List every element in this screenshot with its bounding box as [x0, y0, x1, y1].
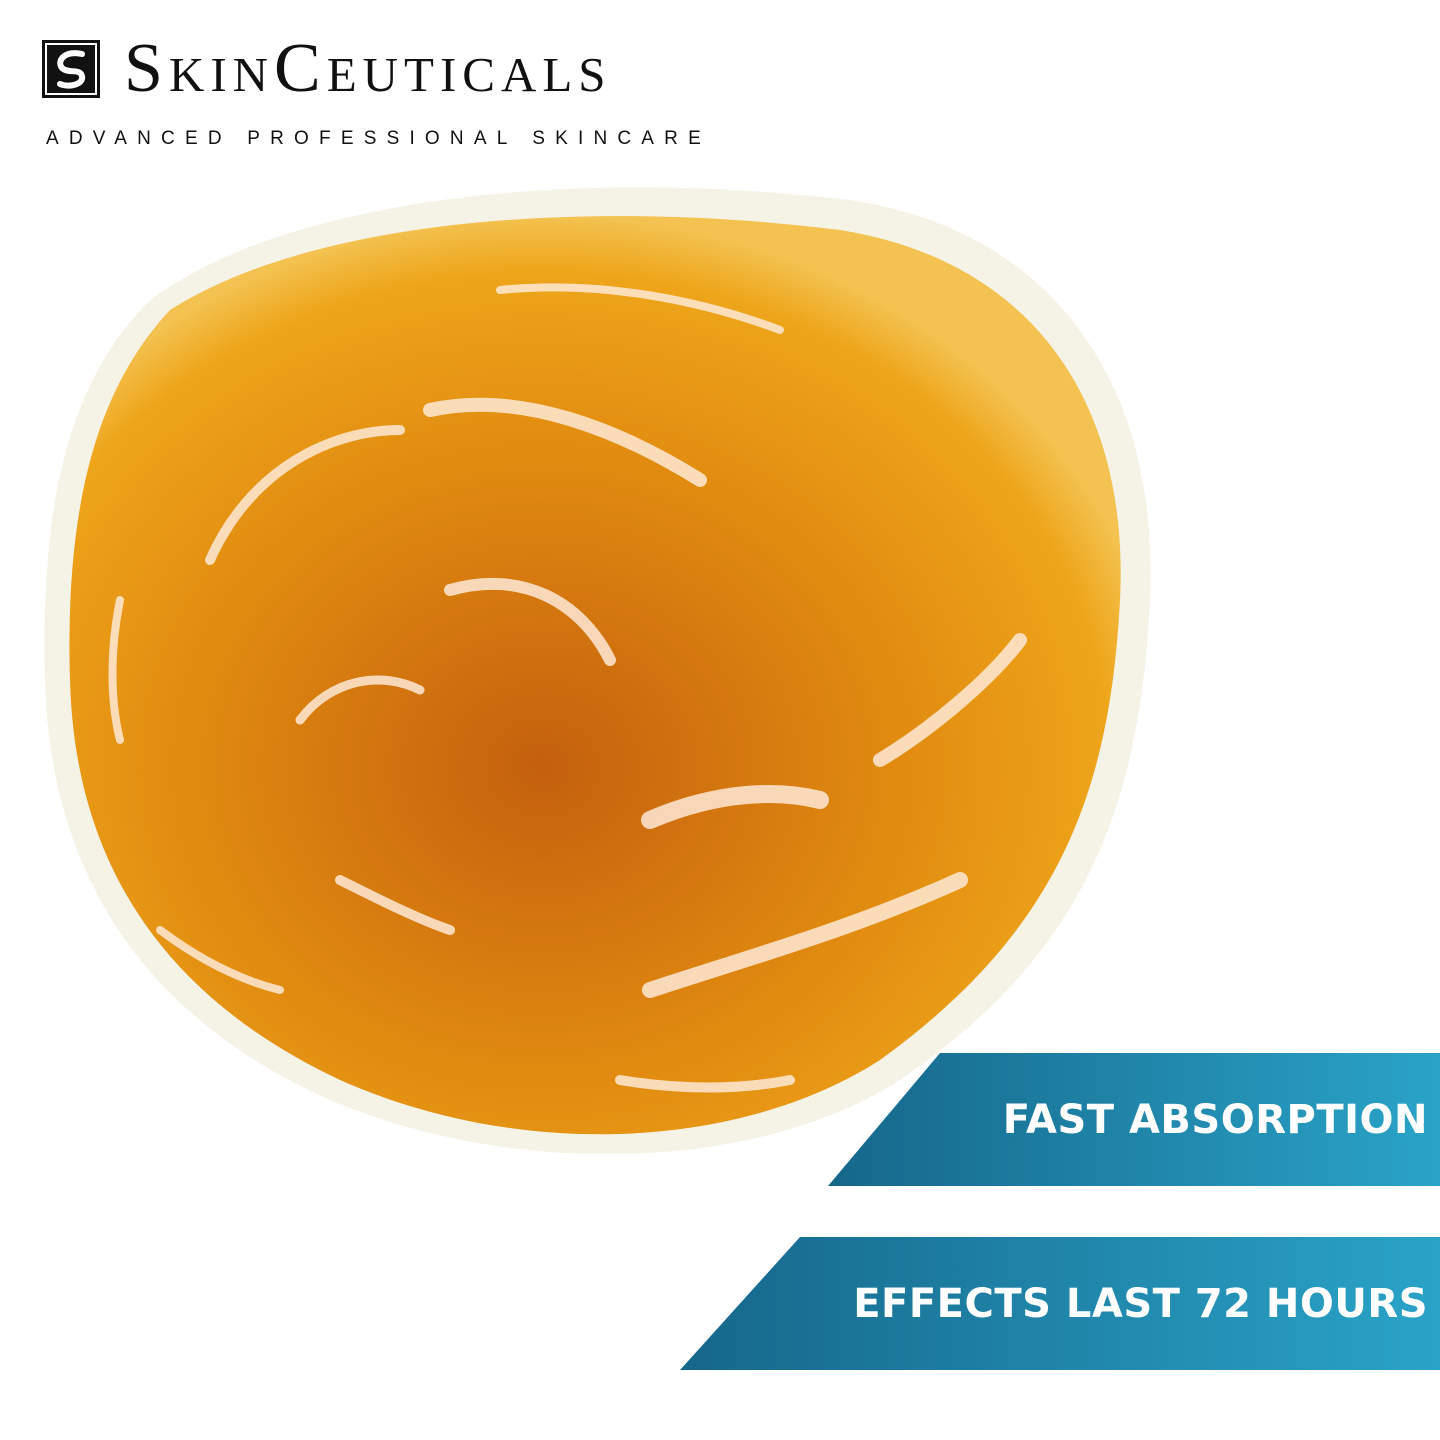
banner-fast-absorption: FAST ABSORPTION [828, 1053, 1440, 1186]
banner-effects-last: EFFECTS LAST 72 HOURS [680, 1237, 1440, 1370]
banner-label: EFFECTS LAST 72 HOURS [853, 1280, 1428, 1327]
brand-name: SkinCeuticals [124, 30, 612, 107]
s-swirl-logo-icon [42, 40, 100, 98]
brand-tagline: ADVANCED PROFESSIONAL SKINCARE [46, 128, 711, 149]
banner-label: FAST ABSORPTION [1002, 1096, 1428, 1143]
